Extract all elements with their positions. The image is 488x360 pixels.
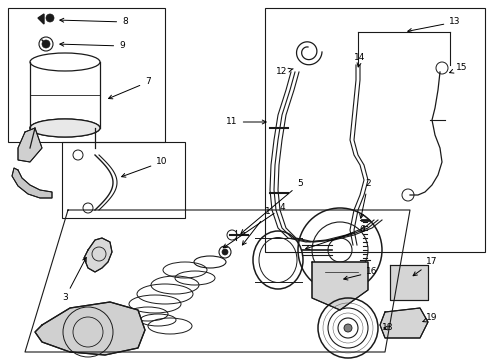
Text: 12: 12 — [276, 68, 292, 77]
Circle shape — [222, 249, 227, 255]
Text: 2: 2 — [359, 180, 370, 218]
Circle shape — [46, 14, 54, 22]
Text: 5: 5 — [241, 180, 302, 234]
Text: 10: 10 — [122, 158, 167, 177]
Polygon shape — [379, 308, 427, 338]
Text: 15: 15 — [448, 63, 467, 73]
Bar — [62, 142, 184, 218]
Bar — [8, 8, 164, 142]
Polygon shape — [311, 262, 367, 310]
Text: 11: 11 — [226, 117, 265, 126]
Text: 1: 1 — [242, 207, 270, 245]
Text: 8: 8 — [60, 18, 128, 27]
Polygon shape — [38, 14, 44, 24]
Polygon shape — [35, 302, 145, 355]
Text: 13: 13 — [407, 18, 460, 32]
Circle shape — [42, 40, 50, 48]
Text: 16: 16 — [343, 267, 377, 280]
Text: 9: 9 — [60, 41, 124, 50]
Circle shape — [343, 324, 351, 332]
Polygon shape — [84, 238, 112, 272]
Polygon shape — [389, 265, 427, 300]
Text: 6: 6 — [305, 225, 364, 249]
Polygon shape — [12, 168, 52, 198]
Text: 3: 3 — [62, 257, 86, 302]
Polygon shape — [18, 128, 42, 162]
Text: 7: 7 — [108, 77, 151, 99]
Text: 18: 18 — [382, 324, 393, 333]
Text: 14: 14 — [354, 54, 365, 67]
Text: 19: 19 — [422, 314, 437, 323]
Bar — [264, 8, 484, 252]
Text: 17: 17 — [412, 257, 437, 276]
Ellipse shape — [30, 119, 100, 137]
Text: 4: 4 — [223, 203, 284, 248]
